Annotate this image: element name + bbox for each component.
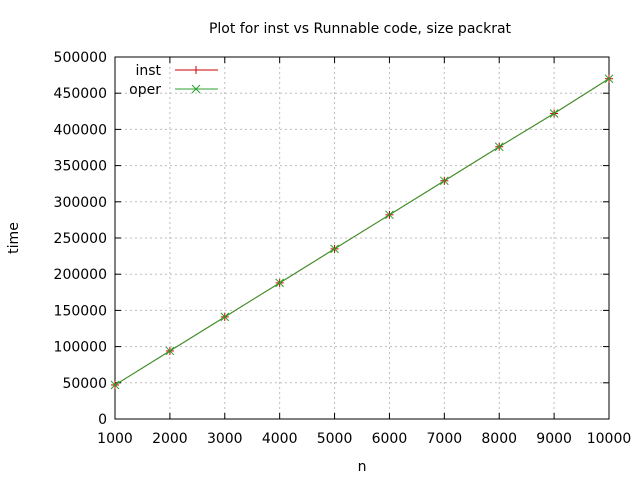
- marker-stroke: [165, 346, 175, 356]
- marker-stroke: [604, 74, 614, 84]
- data-point-oper: [494, 142, 504, 152]
- y-tick-label: 150000: [54, 303, 107, 319]
- series-lines: [110, 74, 614, 390]
- x-tick-label: 5000: [317, 431, 353, 447]
- x-tick-label: 4000: [262, 431, 298, 447]
- y-tick-label: 0: [98, 412, 107, 428]
- x-tick-label: 7000: [427, 431, 463, 447]
- marker-stroke: [191, 84, 201, 94]
- legend-marker-inst: [192, 66, 200, 74]
- legend-marker-oper: [191, 84, 201, 94]
- data-point-oper: [604, 74, 614, 84]
- chart-title: Plot for inst vs Runnable code, size pac…: [209, 21, 512, 37]
- data-point-oper: [275, 278, 285, 288]
- y-tick-label: 500000: [54, 50, 107, 66]
- marker-stroke: [494, 142, 504, 152]
- y-tick-label: 400000: [54, 122, 107, 138]
- y-tick-label: 250000: [54, 231, 107, 247]
- data-point-oper: [330, 244, 339, 254]
- y-tick-label: 450000: [54, 86, 107, 102]
- series-line-oper: [114, 78, 610, 386]
- x-tick-label: 9000: [536, 431, 572, 447]
- plot-frame: [114, 56, 610, 420]
- y-tick-label: 100000: [54, 340, 107, 356]
- y-axis-label: time: [6, 222, 22, 254]
- axis-ticks: 0 50000 100000 150000 200000 250000 300000 3500…: [54, 50, 632, 447]
- y-tick-label: 300000: [54, 195, 107, 211]
- marker-stroke: [220, 312, 230, 322]
- y-tick-label: 350000: [54, 159, 107, 175]
- x-axis-label: n: [358, 459, 367, 475]
- x-tick-label: 1000: [97, 431, 133, 447]
- data-point-oper: [439, 176, 449, 186]
- x-tick-label: 3000: [207, 431, 243, 447]
- grid: [115, 57, 609, 419]
- marker-stroke: [549, 109, 559, 118]
- x-tick-label: 6000: [372, 431, 408, 447]
- data-point-oper: [385, 210, 394, 220]
- x-tick-label: 10000: [587, 431, 632, 447]
- data-point-oper: [220, 312, 230, 322]
- y-tick-label: 50000: [62, 376, 107, 392]
- legend-label-oper: oper: [129, 82, 161, 98]
- marker-stroke: [439, 176, 449, 186]
- y-tick-label: 200000: [54, 267, 107, 283]
- x-tick-label: 2000: [152, 431, 188, 447]
- legend: inst oper: [129, 63, 218, 98]
- marker-stroke: [330, 244, 339, 254]
- marker-stroke: [275, 278, 285, 288]
- marker-stroke: [110, 380, 120, 390]
- legend-label-inst: inst: [135, 63, 161, 79]
- data-point-oper: [110, 380, 120, 390]
- data-point-oper: [549, 109, 559, 118]
- marker-stroke: [385, 210, 394, 220]
- data-point-oper: [165, 346, 175, 356]
- x-tick-label: 8000: [481, 431, 517, 447]
